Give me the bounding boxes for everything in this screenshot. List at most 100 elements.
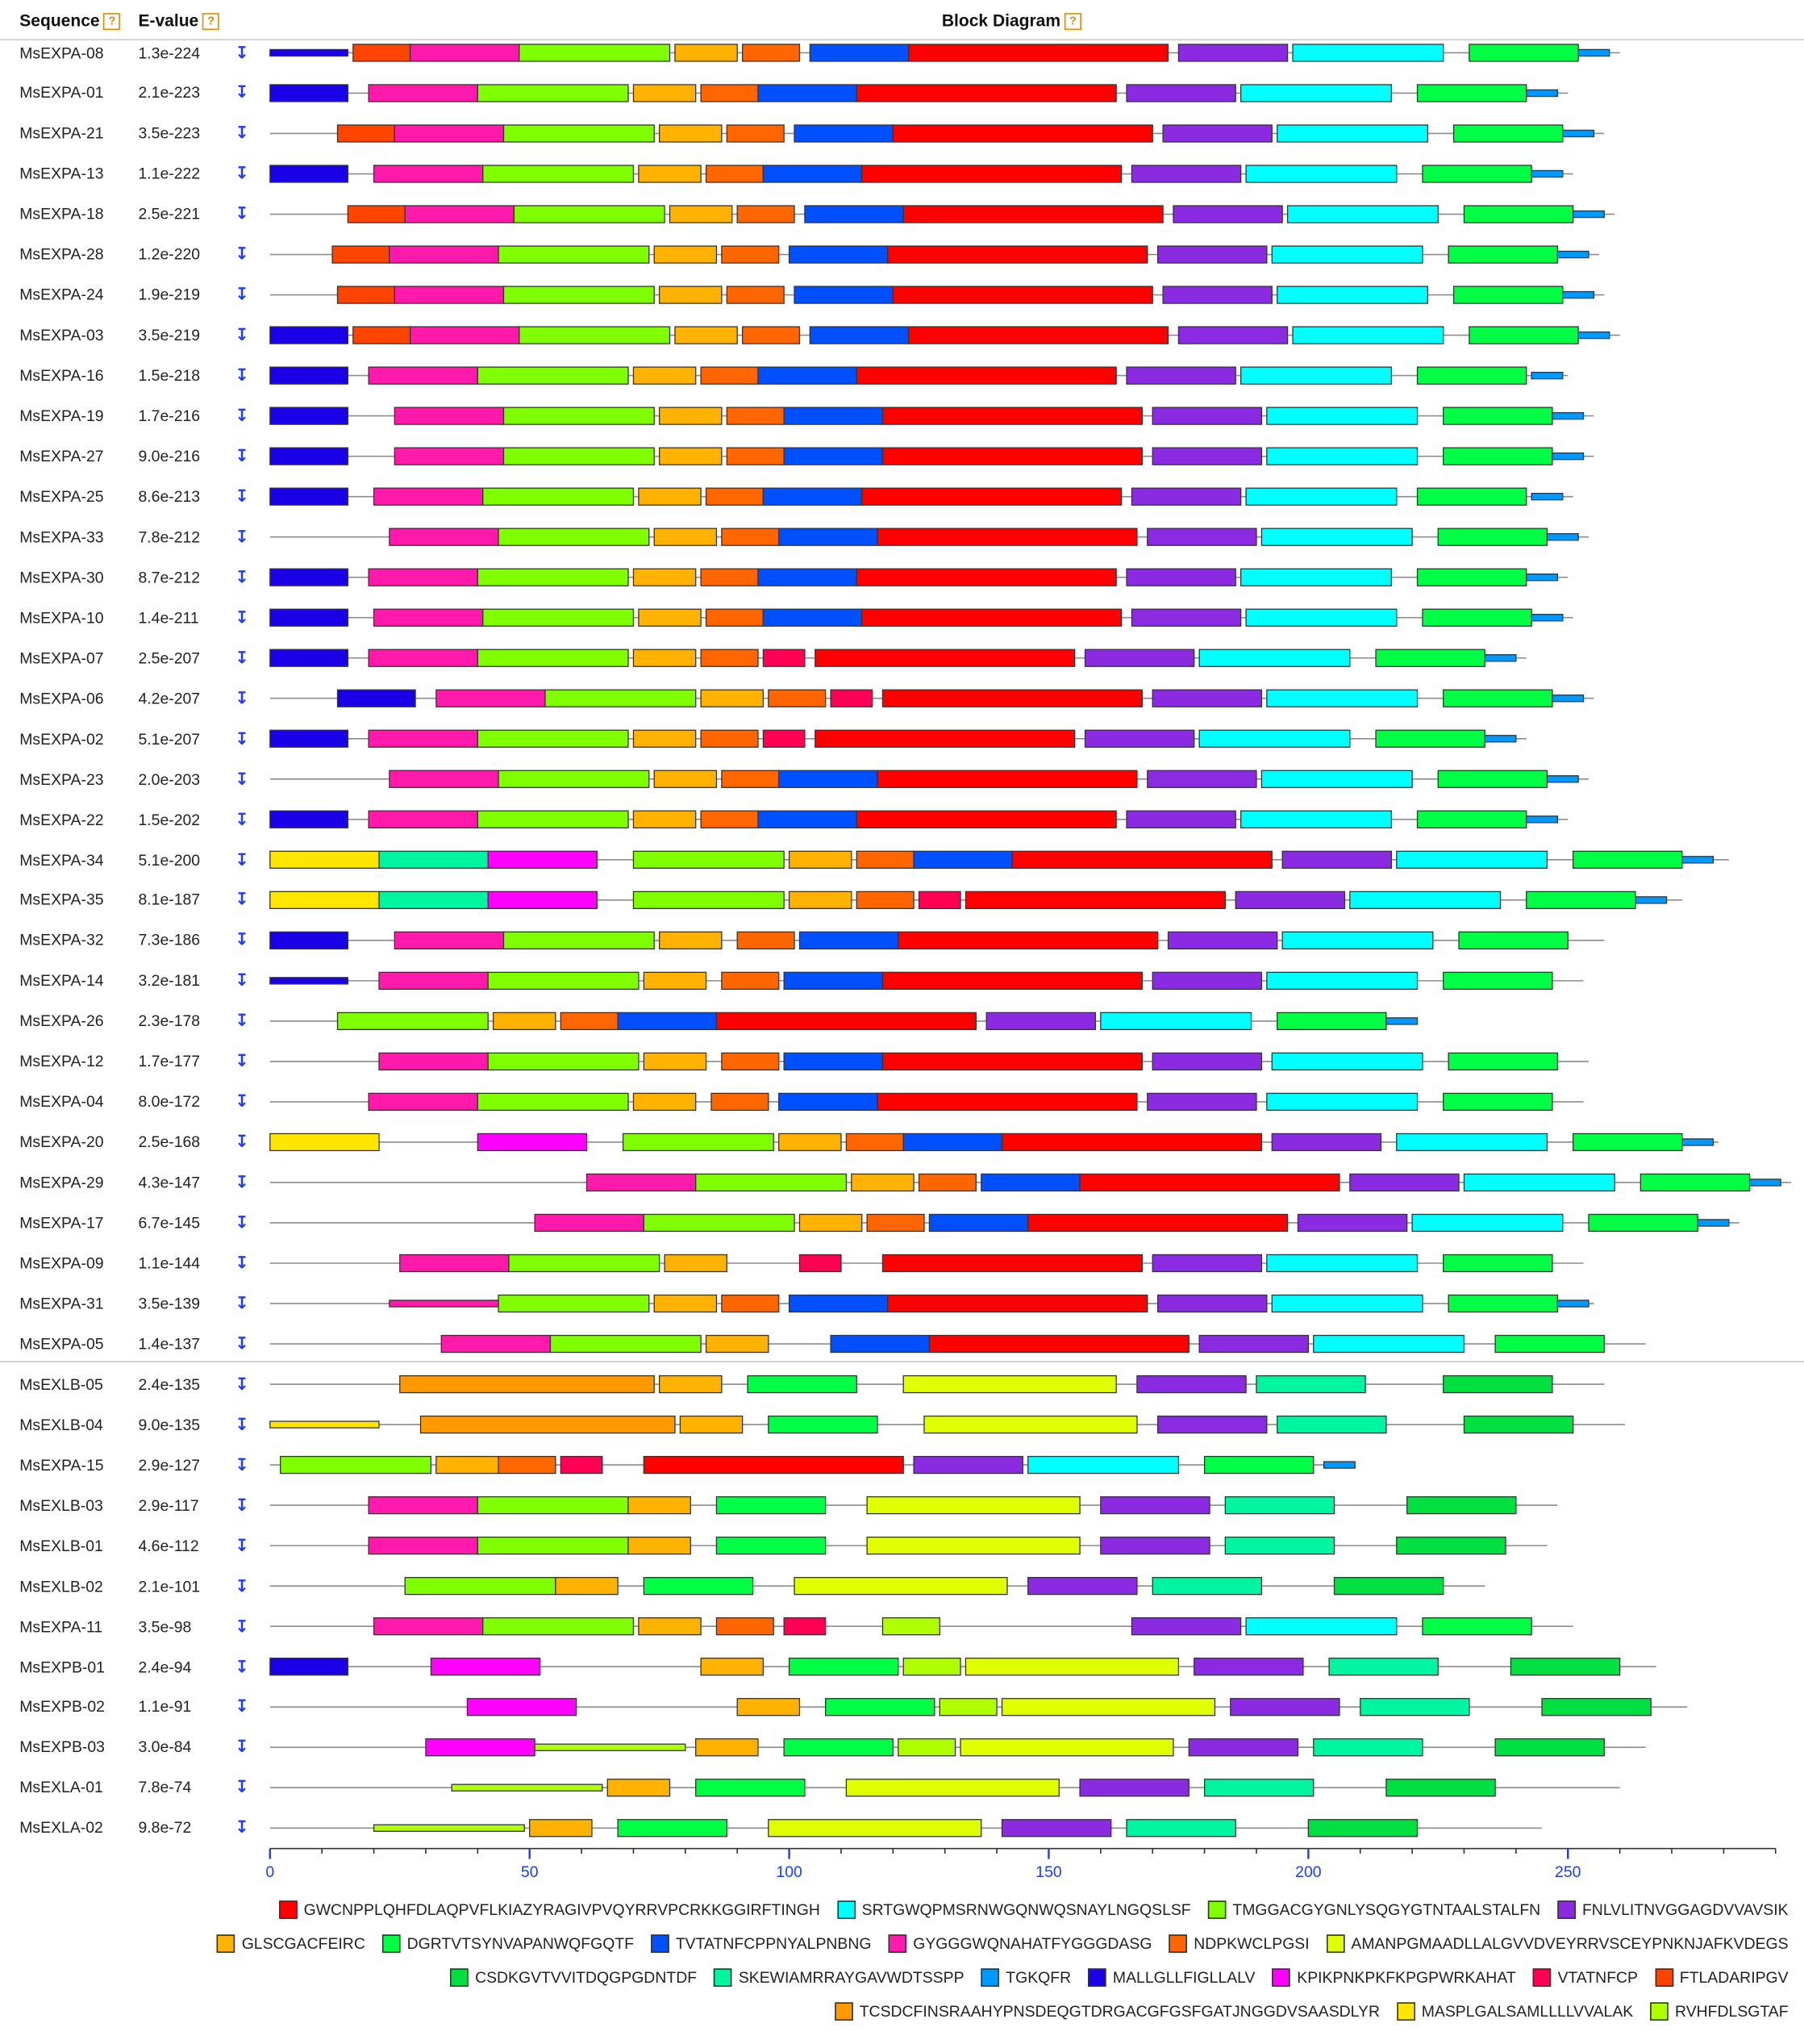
motif-block-m12[interactable]: [1224, 1495, 1335, 1515]
motif-block-m6[interactable]: [1443, 407, 1553, 425]
motif-block-m3[interactable]: [519, 44, 671, 62]
sequence-download-icon[interactable]: ↧: [235, 1414, 249, 1434]
motif-block-m8[interactable]: [373, 487, 484, 506]
motif-block-m1[interactable]: [908, 44, 1169, 62]
motif-block-m7[interactable]: [804, 205, 904, 223]
motif-block-m7[interactable]: [778, 770, 878, 788]
motif-block-m1[interactable]: [928, 1334, 1189, 1354]
motif-block-m9[interactable]: [742, 326, 801, 344]
motif-block-m12[interactable]: [1328, 1658, 1439, 1676]
motif-block-m16[interactable]: [830, 689, 873, 707]
motif-block-m4[interactable]: [985, 1012, 1097, 1031]
motif-block-m5[interactable]: [632, 729, 697, 748]
motif-block-m13[interactable]: [1546, 775, 1579, 783]
motif-block-m13[interactable]: [1531, 169, 1564, 178]
motif-block-m6[interactable]: [825, 1698, 935, 1717]
motif-block-m1[interactable]: [902, 205, 1164, 223]
motif-block-m1[interactable]: [1027, 1213, 1289, 1233]
sequence-download-icon[interactable]: ↧: [235, 970, 249, 991]
motif-block-m3[interactable]: [632, 891, 785, 909]
motif-block-m12[interactable]: [1203, 1779, 1314, 1797]
motif-block-m3[interactable]: [477, 366, 629, 385]
motif-block-m8[interactable]: [368, 1536, 478, 1555]
motif-block-m9[interactable]: [721, 528, 780, 546]
sequence-download-icon[interactable]: ↧: [235, 566, 249, 586]
motif-block-m17[interactable]: [336, 286, 395, 304]
motif-block-m1[interactable]: [877, 528, 1138, 546]
sequence-download-icon[interactable]: ↧: [235, 849, 249, 870]
motif-block-m5[interactable]: [658, 1374, 723, 1394]
motif-block-m13[interactable]: [1681, 856, 1714, 864]
motif-block-m8[interactable]: [368, 649, 478, 667]
motif-block-m5[interactable]: [674, 44, 738, 62]
motif-block-m5[interactable]: [695, 1738, 759, 1757]
motif-block-m3[interactable]: [482, 608, 635, 627]
motif-block-m14[interactable]: [269, 977, 349, 985]
motif-block-m4[interactable]: [1100, 1536, 1210, 1555]
motif-block-m4[interactable]: [1131, 608, 1242, 627]
motif-block-m8[interactable]: [368, 1092, 478, 1112]
motif-block-m6[interactable]: [1416, 84, 1527, 102]
motif-block-m7[interactable]: [788, 1294, 889, 1313]
sequence-download-icon[interactable]: ↧: [235, 607, 249, 628]
sequence-download-icon[interactable]: ↧: [235, 1454, 249, 1475]
motif-block-m5[interactable]: [736, 1698, 801, 1717]
motif-block-m9[interactable]: [726, 447, 785, 465]
motif-block-m5[interactable]: [669, 205, 733, 223]
motif-block-m9[interactable]: [710, 1092, 769, 1112]
motif-block-m2[interactable]: [1396, 1133, 1548, 1152]
motif-block-m8[interactable]: [394, 286, 505, 304]
sequence-download-icon[interactable]: ↧: [235, 163, 249, 183]
motif-block-m4[interactable]: [1271, 1133, 1382, 1152]
motif-block-m9[interactable]: [700, 649, 759, 667]
motif-block-m18[interactable]: [399, 1374, 655, 1394]
motif-block-m4[interactable]: [1162, 124, 1273, 143]
motif-block-m6[interactable]: [1448, 1294, 1559, 1313]
motif-block-m1[interactable]: [643, 1455, 904, 1475]
motif-block-m2[interactable]: [1266, 407, 1419, 425]
motif-block-m4[interactable]: [1198, 1334, 1309, 1354]
sequence-download-icon[interactable]: ↧: [235, 1535, 249, 1555]
motif-block-m6[interactable]: [1416, 366, 1527, 385]
motif-block-m12[interactable]: [1277, 1415, 1387, 1434]
motif-block-m3[interactable]: [498, 245, 650, 264]
motif-block-m14[interactable]: [269, 407, 349, 425]
motif-block-m13[interactable]: [1748, 1178, 1781, 1187]
motif-block-m8[interactable]: [368, 729, 478, 748]
motif-block-m5[interactable]: [658, 931, 723, 950]
motif-block-m19[interactable]: [269, 850, 380, 869]
motif-block-m5[interactable]: [627, 1495, 691, 1515]
motif-block-m4[interactable]: [1126, 84, 1236, 102]
motif-block-m4[interactable]: [1152, 971, 1263, 991]
motif-block-m12[interactable]: [378, 850, 489, 869]
motif-block-m13[interactable]: [1577, 48, 1610, 57]
sequence-download-icon[interactable]: ↧: [235, 1091, 249, 1112]
motif-block-m4[interactable]: [1349, 1173, 1460, 1192]
motif-block-m6[interactable]: [768, 1415, 878, 1434]
motif-block-m4[interactable]: [1126, 568, 1236, 586]
motif-block-m2[interactable]: [1271, 245, 1423, 264]
motif-block-m3[interactable]: [404, 1576, 556, 1596]
motif-block-m6[interactable]: [1469, 326, 1579, 344]
motif-block-m7[interactable]: [830, 1334, 931, 1354]
motif-block-m8[interactable]: [399, 1254, 510, 1273]
sequence-download-icon[interactable]: ↧: [235, 365, 249, 385]
motif-block-m9[interactable]: [705, 608, 765, 627]
motif-block-m3[interactable]: [477, 729, 629, 748]
motif-block-m19[interactable]: [269, 1133, 380, 1152]
motif-block-m4[interactable]: [1152, 447, 1263, 465]
motif-block-m7[interactable]: [757, 810, 857, 828]
motif-block-m6[interactable]: [1469, 44, 1579, 62]
motif-block-m16[interactable]: [798, 1254, 842, 1273]
motif-block-m8[interactable]: [368, 810, 478, 828]
motif-block-m3[interactable]: [482, 165, 635, 183]
motif-block-m1[interactable]: [856, 366, 1117, 385]
motif-block-m10[interactable]: [866, 1536, 1081, 1555]
motif-block-m8[interactable]: [378, 1052, 489, 1071]
motif-block-m9[interactable]: [721, 770, 780, 788]
motif-block-m5[interactable]: [705, 1334, 769, 1354]
motif-block-m4[interactable]: [1157, 1294, 1268, 1313]
motif-block-m6[interactable]: [1443, 447, 1553, 465]
motif-block-m3[interactable]: [477, 84, 629, 102]
motif-block-m6[interactable]: [1463, 205, 1574, 223]
